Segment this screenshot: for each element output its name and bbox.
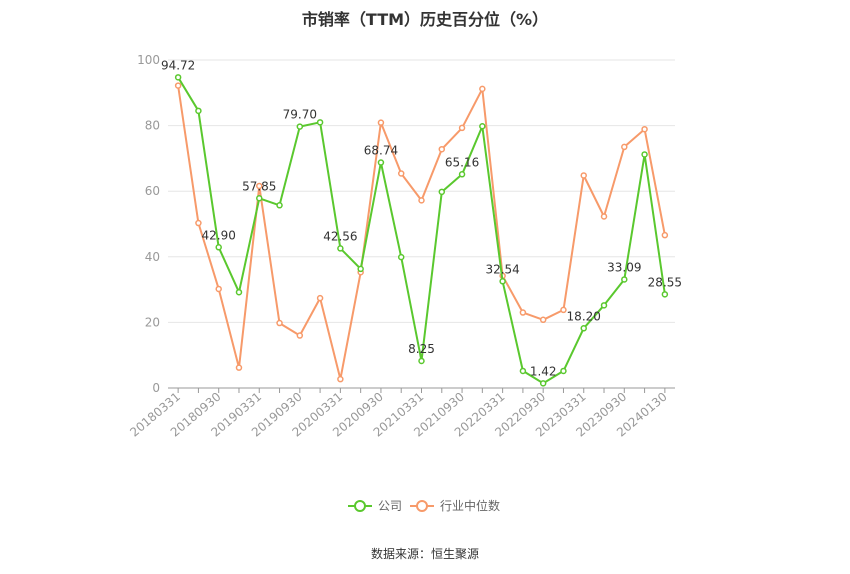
series-line-company — [177, 76, 666, 385]
data-point-company — [499, 278, 506, 285]
y-tick-label: 100 — [137, 53, 160, 67]
data-point-company — [580, 325, 587, 332]
data-point-industry — [641, 125, 648, 133]
data-label: 8.25 — [408, 342, 435, 356]
legend: 公司 行业中位数 — [348, 498, 500, 513]
data-point-industry — [539, 316, 547, 324]
y-tick-label: 0 — [152, 381, 160, 395]
data-point-industry — [256, 182, 263, 190]
data-label: 33.09 — [607, 260, 641, 274]
data-point-company — [621, 276, 628, 283]
data-point-industry — [661, 231, 669, 239]
data-point-company — [337, 245, 344, 252]
data-point-industry — [600, 213, 608, 220]
data-point-company — [174, 74, 182, 81]
data-point-industry — [621, 143, 628, 151]
data-point-industry — [215, 285, 222, 293]
data-point-industry — [195, 219, 202, 227]
data-label: 1.42 — [530, 364, 557, 378]
data-point-industry — [276, 319, 283, 327]
data-point-company — [296, 123, 304, 130]
y-axis-ticks: 0 20 40 60 80 100 — [137, 53, 160, 395]
y-tick-label: 20 — [145, 315, 160, 329]
data-point-company — [661, 291, 669, 298]
data-label: 18.20 — [567, 309, 601, 323]
legend-industry-label: 行业中位数 — [440, 498, 500, 513]
legend-company-label: 公司 — [378, 499, 402, 513]
data-point-industry — [296, 332, 304, 339]
data-labels: 94.72 42.90 57.85 79.70 42.56 68.74 8.25 65.16 3… — [161, 58, 682, 378]
data-point-company — [397, 253, 405, 261]
data-point-company — [256, 195, 263, 202]
legend-company-marker — [354, 500, 366, 512]
data-point-industry — [377, 119, 385, 126]
y-tick-label: 60 — [145, 184, 160, 198]
data-point-company — [235, 288, 243, 296]
data-point-company — [539, 380, 547, 387]
data-point-industry — [397, 170, 405, 177]
source-note: 数据来源：恒生聚源 — [370, 547, 479, 561]
data-label: 42.56 — [323, 229, 357, 243]
data-point-company — [316, 119, 324, 126]
data-point-industry — [560, 306, 567, 314]
data-point-industry — [479, 85, 486, 93]
data-label: 42.90 — [202, 228, 236, 242]
data-point-industry — [174, 82, 182, 89]
data-label: 28.55 — [648, 275, 682, 289]
data-point-industry — [438, 145, 446, 153]
data-point-company — [641, 151, 648, 158]
data-point-company — [438, 188, 446, 196]
data-label: 32.54 — [485, 262, 519, 276]
y-tick-label: 40 — [145, 250, 160, 264]
data-point-industry — [458, 124, 466, 132]
data-label: 65.16 — [445, 155, 479, 169]
data-point-industry — [580, 172, 587, 179]
x-axis: 2018033120180930201903312019093020200331… — [127, 387, 675, 440]
data-label: 57.85 — [242, 179, 276, 193]
data-point-industry — [418, 197, 425, 204]
chart-title: 市销率（TTM）历史百分位（%） — [301, 10, 549, 29]
data-point-company — [377, 159, 385, 166]
data-point-company — [357, 265, 364, 273]
y-tick-label: 80 — [145, 119, 160, 133]
data-point-company — [418, 357, 425, 365]
data-label: 94.72 — [161, 58, 195, 72]
data-label: 68.74 — [364, 144, 398, 158]
data-point-industry — [519, 309, 527, 316]
series-layer — [174, 74, 669, 387]
legend-industry-marker — [416, 500, 428, 512]
data-point-company — [600, 302, 608, 309]
data-point-company — [560, 367, 567, 375]
data-point-industry — [316, 294, 324, 302]
data-point-industry — [337, 375, 344, 383]
data-label: 79.70 — [283, 108, 317, 122]
data-point-company — [195, 107, 202, 115]
data-point-company — [215, 244, 222, 251]
data-point-company — [458, 171, 466, 178]
data-point-company — [479, 123, 486, 130]
data-point-industry — [235, 364, 243, 371]
data-point-company — [519, 367, 527, 375]
data-point-company — [276, 202, 283, 209]
